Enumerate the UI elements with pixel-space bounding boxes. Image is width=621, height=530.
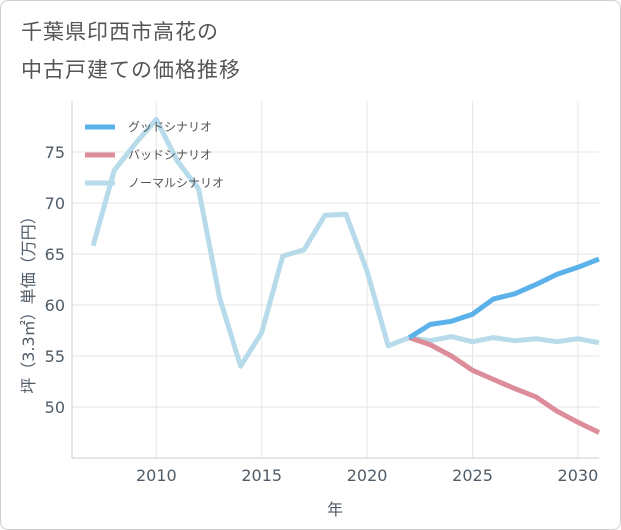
series-line-bad	[408, 335, 601, 435]
y-tick-labels: 50 55 60 65 70 75	[45, 143, 65, 417]
plot-area	[72, 101, 599, 458]
series-line-good	[407, 256, 600, 340]
x-axis-label: 年	[327, 500, 343, 519]
legend-item-normal[interactable]: ノーマルシナリオ	[85, 176, 224, 190]
x-tick-label: 2015	[241, 466, 282, 485]
x-tick-label: 2030	[558, 466, 599, 485]
y-tick-label: 50	[45, 398, 65, 417]
y-axis-label: 坪（3.3㎡）単価（万円）	[19, 208, 38, 393]
chart-title-line-1: 千葉県印西市高花の	[21, 20, 219, 44]
legend-label-good: グッドシナリオ	[128, 120, 212, 134]
x-tick-label: 2025	[452, 466, 493, 485]
x-tick-label: 2010	[136, 466, 177, 485]
legend-item-bad[interactable]: バッドシナリオ	[85, 148, 212, 162]
y-tick-label: 65	[45, 245, 65, 264]
chart-title: 千葉県印西市高花の 中古戸建ての価格推移	[21, 13, 241, 89]
grid-lines	[72, 101, 599, 458]
legend-label-normal: ノーマルシナリオ	[128, 176, 224, 190]
chart-title-line-2: 中古戸建ての価格推移	[21, 58, 241, 82]
legend-label-bad: バッドシナリオ	[128, 148, 212, 162]
x-tick-label: 2020	[347, 466, 388, 485]
y-tick-label: 60	[45, 296, 65, 315]
x-tick-labels: 2010 2015 2020 2025 2030	[136, 466, 598, 485]
y-tick-label: 70	[45, 194, 65, 213]
series-line-normal	[90, 116, 600, 369]
y-tick-label: 55	[45, 347, 65, 366]
series-lines	[90, 116, 601, 435]
y-tick-label: 75	[45, 143, 65, 162]
legend-item-good[interactable]: グッドシナリオ	[85, 120, 212, 134]
